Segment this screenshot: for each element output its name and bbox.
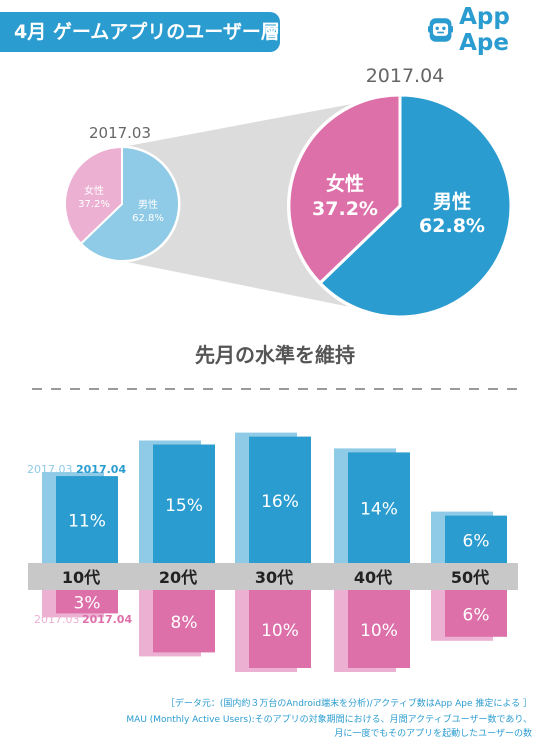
bar-female-2017-04-1 bbox=[153, 590, 215, 653]
app-ape-logo: App Ape bbox=[428, 4, 550, 56]
bar-female-2017-04-0 bbox=[56, 590, 118, 614]
bar-label-male-4: 6% bbox=[463, 531, 490, 551]
footer-source: ［データ元：(国内約３万台のAndroid端末を分析)/アクティブ数はApp A… bbox=[165, 699, 532, 709]
legend-male-prev: 2017.03 bbox=[27, 463, 73, 476]
pie-value-female-0: 37.2% bbox=[78, 199, 110, 210]
pie-title-0: 2017.03 bbox=[89, 124, 151, 142]
legend-female-prev: 2017.03 bbox=[34, 613, 80, 626]
bar-label-male-0: 11% bbox=[68, 512, 106, 532]
pie-value-male-0: 62.8% bbox=[132, 213, 164, 224]
bar-male-2017-04-0 bbox=[56, 476, 118, 563]
bar-female-2017-04-3 bbox=[348, 590, 410, 668]
pie-slice-male-1 bbox=[317, 93, 513, 319]
bar-label-male-1: 15% bbox=[165, 496, 203, 516]
bar-female-2017-04-2 bbox=[249, 590, 311, 668]
pie-label-male-0: 男性 bbox=[138, 198, 158, 211]
category-label-4: 50代 bbox=[451, 568, 489, 587]
bar-female-2017-04-4 bbox=[445, 590, 507, 637]
pie-slice-male-0 bbox=[79, 145, 180, 262]
pie-value-male-1: 62.8% bbox=[419, 215, 485, 237]
bar-chart-title: 先月の水準を維持 bbox=[195, 343, 355, 367]
pie-slice-female-1 bbox=[287, 93, 402, 286]
bar-male-2017-04-4 bbox=[445, 515, 507, 563]
pie-slice-female-0 bbox=[64, 145, 123, 245]
app-ape-mascot-icon bbox=[428, 18, 454, 42]
pie-label-female-0: 女性 bbox=[84, 184, 104, 197]
pie-title-1: 2017.04 bbox=[366, 65, 445, 87]
category-label-3: 40代 bbox=[354, 568, 392, 587]
legend-female-curr: 2017.04 bbox=[82, 613, 132, 626]
bar-male-2017-04-1 bbox=[153, 444, 215, 563]
bar-label-male-3: 14% bbox=[360, 500, 398, 520]
footer-mau-definition: MAU (Monthly Active Users):そのアプリの対象期間におけ… bbox=[126, 715, 532, 725]
category-band bbox=[28, 563, 518, 590]
legend-male-curr: 2017.04 bbox=[76, 463, 126, 476]
pie-label-female-1: 女性 bbox=[326, 172, 364, 195]
bar-male-2017-04-2 bbox=[249, 436, 311, 563]
category-label-1: 20代 bbox=[159, 568, 197, 587]
pie-label-male-1: 男性 bbox=[433, 190, 471, 213]
category-label-0: 10代 bbox=[62, 568, 100, 587]
pie-value-female-1: 37.2% bbox=[312, 198, 378, 220]
bar-label-female-0: 3% bbox=[74, 594, 101, 614]
bar-label-female-4: 6% bbox=[463, 605, 490, 625]
footer-mau-definition-cont: 月に一度でもそのアプリを起動したユーザーの数 bbox=[334, 729, 532, 739]
bar-male-2017-04-3 bbox=[348, 452, 410, 563]
page-title: 4月 ゲームアプリのユーザー層 bbox=[0, 12, 280, 52]
bar-label-male-2: 16% bbox=[261, 492, 299, 512]
bar-label-female-1: 8% bbox=[171, 613, 198, 633]
bar-label-female-3: 10% bbox=[360, 621, 398, 641]
bar-label-female-2: 10% bbox=[261, 621, 299, 641]
category-label-2: 30代 bbox=[255, 568, 293, 587]
logo-text: App Ape bbox=[459, 4, 510, 56]
